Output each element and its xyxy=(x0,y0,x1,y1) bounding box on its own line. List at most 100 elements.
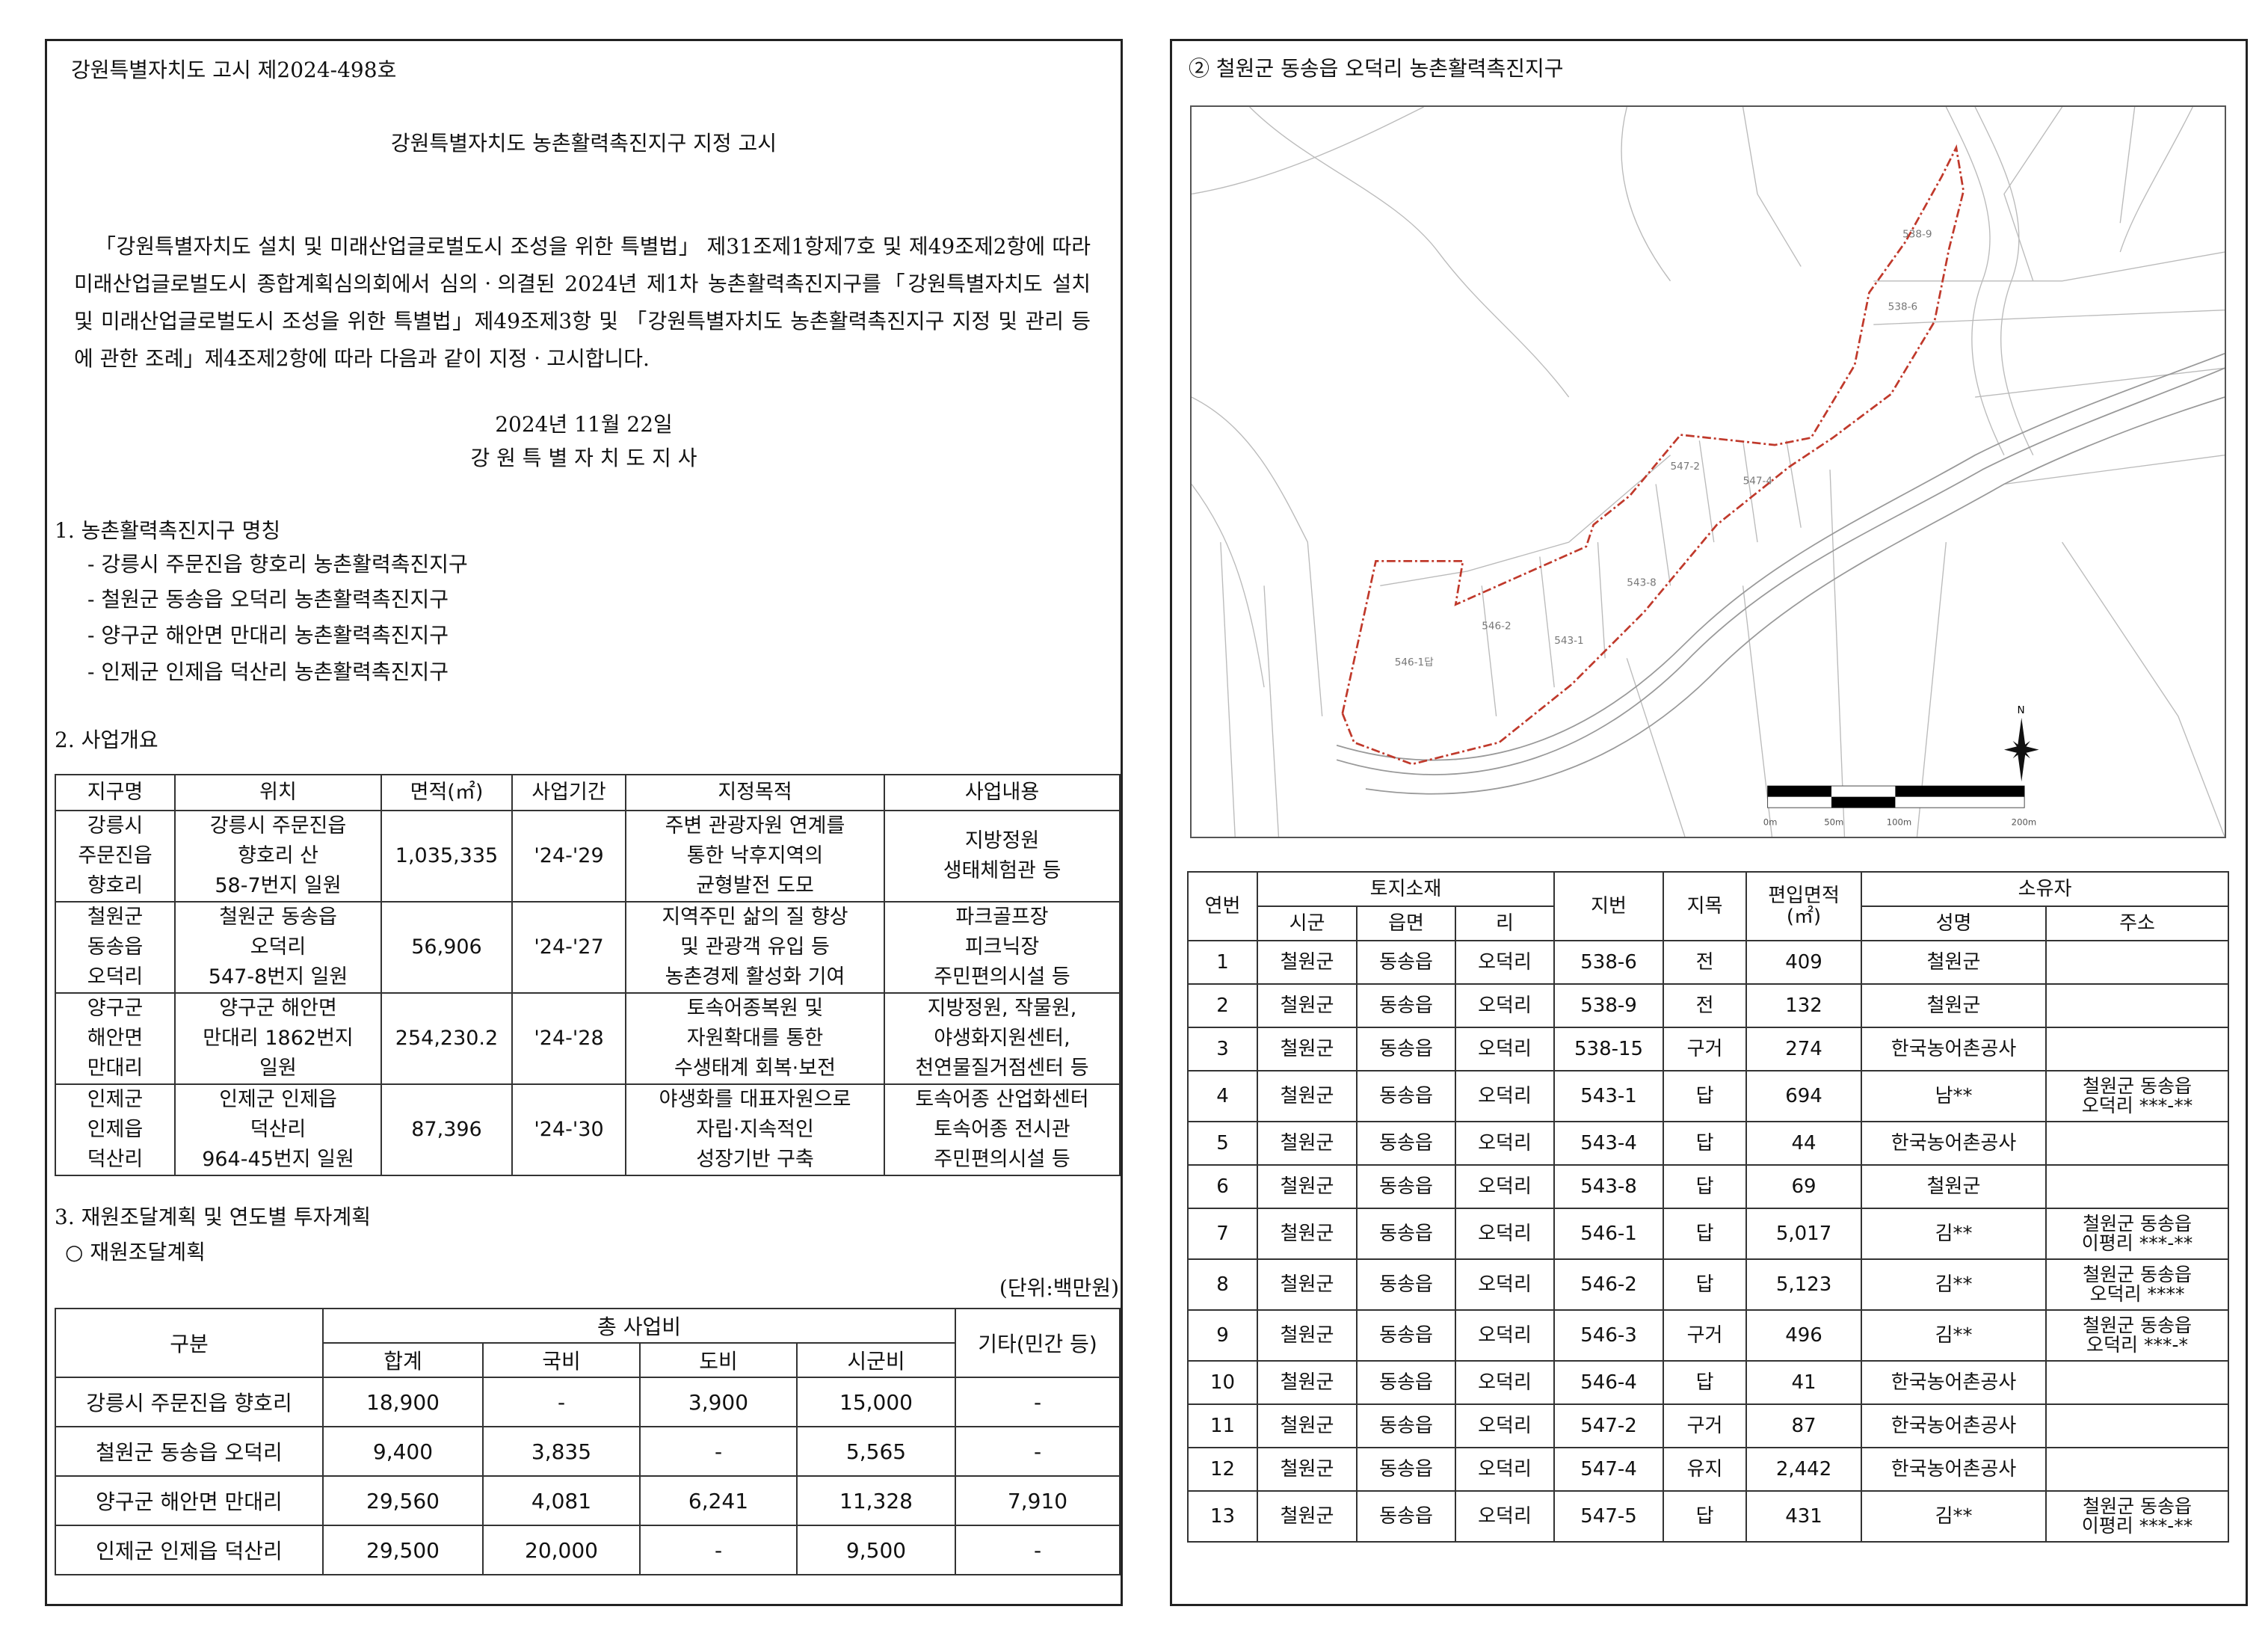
unit-label: (단위:백만원) xyxy=(999,1276,1119,1300)
table-cell: 파크골프장 피크닉장 주민편의시설 등 xyxy=(884,901,1121,994)
table-cell: 546-1 xyxy=(1553,1208,1665,1260)
notice-page-left: 강원특별자치도 고시 제2024-498호 강원특별자치도 농촌활력촉진지구 지… xyxy=(45,39,1123,1606)
table-cell: 전 xyxy=(1663,983,1748,1028)
notice-number: 강원특별자치도 고시 제2024-498호 xyxy=(71,58,397,82)
table-cell: 구거 xyxy=(1663,1027,1748,1071)
table-cell: 동송읍 xyxy=(1356,1490,1456,1543)
table-row: 철원군 동송읍 오덕리 철원군 동송읍 오덕리 547-8번지 일원 56,906 '… xyxy=(55,901,1121,994)
table-cell: 동송읍 xyxy=(1356,940,1456,985)
table-cell: 지방정원, 작물원, 야생화지원센터, 천연물질거점센터 등 xyxy=(884,992,1121,1085)
table-cell: 강릉시 주문진읍 향호리 xyxy=(55,1377,324,1427)
table-row: 11 철원군 동송읍 오덕리 547-2 구거 87 한국농어촌공사 xyxy=(1187,1403,2230,1448)
table-cell: 야생화를 대표자원으로 자립·지속적인 성장기반 구축 xyxy=(625,1083,885,1176)
table-cell: 6 xyxy=(1187,1164,1258,1209)
road-lines xyxy=(1336,353,2225,795)
svg-text:538-6: 538-6 xyxy=(1888,301,1917,313)
table-cell: - xyxy=(639,1525,798,1575)
column-header: 면적(㎡) xyxy=(380,774,513,811)
header-other: 기타(민간 등) xyxy=(955,1308,1121,1378)
table-cell: 철원군 xyxy=(1861,1164,2047,1209)
table-cell: 오덕리 xyxy=(1454,983,1556,1028)
table-cell: 7,910 xyxy=(955,1475,1121,1526)
district-heading: ② 철원군 동송읍 오덕리 농촌활력촉진지구 xyxy=(1189,56,1564,81)
table-cell: 4 xyxy=(1187,1070,1258,1122)
table-cell: 철원군 xyxy=(1257,983,1358,1028)
land-parcel-table: 연번 토지소재 지번 지목 편입면적 (㎡) 소유자 시군 읍면 리 성명 주소… xyxy=(1187,871,2230,1543)
table-cell: 양구군 해안면 만대리 xyxy=(55,992,176,1085)
owner-address-cell xyxy=(2045,1164,2230,1209)
table-cell: 오덕리 xyxy=(1454,1360,1556,1405)
table-cell: 지역주민 삶의 질 향상 및 관광객 유입 등 농촌경제 활성화 기여 xyxy=(625,901,885,994)
table-cell: 동송읍 xyxy=(1356,1309,1456,1362)
table-cell: 철원군 xyxy=(1257,940,1358,985)
table-cell: 한국농어촌공사 xyxy=(1861,1027,2047,1071)
table-cell: 동송읍 xyxy=(1356,1070,1456,1122)
table-cell: 694 xyxy=(1745,1070,1863,1122)
table-cell: 철원군 xyxy=(1257,1027,1358,1071)
table-cell: 29,560 xyxy=(322,1475,484,1526)
table-cell: 오덕리 xyxy=(1454,1309,1556,1362)
header-ri: 리 xyxy=(1454,905,1556,941)
table-cell: 11 xyxy=(1187,1403,1258,1448)
table-cell: 오덕리 xyxy=(1454,1447,1556,1492)
table-row: 3 철원군 동송읍 오덕리 538-15 구거 274 한국농어촌공사 xyxy=(1187,1027,2230,1071)
table-cell: 1,035,335 xyxy=(380,810,513,903)
column-header: 합계 xyxy=(322,1342,484,1378)
table-cell: 69 xyxy=(1745,1164,1863,1209)
table-cell: - xyxy=(639,1426,798,1477)
column-header: 국비 xyxy=(482,1342,641,1378)
table-cell: 431 xyxy=(1745,1490,1863,1543)
table-cell: 철원군 동송읍 오덕리 xyxy=(55,901,176,994)
table-row: 인제군 인제읍 덕산리 인제군 인제읍 덕산리 964-45번지 일원 87,396… xyxy=(55,1083,1121,1176)
table-cell: 남** xyxy=(1861,1070,2047,1122)
table-cell: 강릉시 주문진읍 향호리 xyxy=(55,810,176,903)
owner-address-cell: 철원군 동송읍 이평리 ***-** xyxy=(2045,1490,2230,1543)
table-cell: 8 xyxy=(1187,1258,1258,1311)
table-cell: 9,400 xyxy=(322,1426,484,1477)
column-header: 시군비 xyxy=(795,1342,957,1378)
header-jimok: 지목 xyxy=(1663,871,1748,941)
notice-date: 2024년 11월 22일 xyxy=(495,412,673,437)
table-cell: 9,500 xyxy=(795,1525,957,1575)
table-cell: 동송읍 xyxy=(1356,1121,1456,1166)
table-cell: 철원군 xyxy=(1257,1309,1358,1362)
table-cell: 구거 xyxy=(1663,1403,1748,1448)
table-cell: 철원군 xyxy=(1861,983,2047,1028)
table-row: 8 철원군 동송읍 오덕리 546-2 답 5,123 김** 철원군 동송읍 오덕리 **** xyxy=(1187,1258,2230,1311)
table-cell: 547-4 xyxy=(1553,1447,1665,1492)
table-cell: 동송읍 xyxy=(1356,1360,1456,1405)
table-cell: 동송읍 xyxy=(1356,1258,1456,1311)
owner-address-cell xyxy=(2045,1360,2230,1405)
svg-text:546-1답: 546-1답 xyxy=(1395,657,1434,668)
notice-title: 강원특별자치도 농촌활력촉진지구 지정 고시 xyxy=(390,131,777,156)
table-cell: - xyxy=(955,1525,1121,1575)
header-owner: 소유자 xyxy=(1861,871,2230,907)
table-cell: 254,230.2 xyxy=(380,992,513,1085)
table-row: 9 철원군 동송읍 오덕리 546-3 구거 496 김** 철원군 동송읍 오덕리 ***-* xyxy=(1187,1309,2230,1362)
district-map: 546-1답 546-2 547-2 547-4 538-6 538-9 543-1 5… xyxy=(1190,105,2226,838)
table-row: 6 철원군 동송읍 오덕리 543-8 답 69 철원군 xyxy=(1187,1164,2230,1209)
table-row: 철원군 동송읍 오덕리 9,400 3,835-5,565- xyxy=(55,1426,1121,1477)
table-cell: 철원군 xyxy=(1257,1403,1358,1448)
table-cell: 유지 xyxy=(1663,1447,1748,1492)
parcel-lines xyxy=(1192,107,2225,837)
table-cell: 409 xyxy=(1745,940,1863,985)
owner-address-cell xyxy=(2045,1447,2230,1492)
table-cell: 5,017 xyxy=(1745,1208,1863,1260)
table-cell: 5,123 xyxy=(1745,1258,1863,1311)
section3-subheading: ○ 재원조달계획 xyxy=(65,1240,206,1264)
header-location: 토지소재 xyxy=(1256,871,1556,907)
funding-plan-table: 구분 총 사업비 기타(민간 등) 합계 국비 도비 시군비 강릉시 주문진읍 향호리… xyxy=(55,1308,1121,1575)
table-cell: 15,000 xyxy=(795,1377,957,1427)
table-cell: 답 xyxy=(1663,1208,1748,1260)
table-row: 강릉시 주문진읍 향호리 강릉시 주문진읍 향호리 산 58-7번지 일원 1,03… xyxy=(55,810,1121,903)
notice-page-right: ② 철원군 동송읍 오덕리 농촌활력촉진지구 xyxy=(1170,39,2248,1606)
table-cell: 132 xyxy=(1745,983,1863,1028)
table-cell: 철원군 xyxy=(1257,1164,1358,1209)
table-cell: 10 xyxy=(1187,1360,1258,1405)
table-cell: 3 xyxy=(1187,1027,1258,1071)
table-cell: 구거 xyxy=(1663,1309,1748,1362)
table-cell: 동송읍 xyxy=(1356,1027,1456,1071)
table-row: 강릉시 주문진읍 향호리 18,900-3,900 15,000- xyxy=(55,1377,1121,1427)
table-cell: 오덕리 xyxy=(1454,1027,1556,1071)
